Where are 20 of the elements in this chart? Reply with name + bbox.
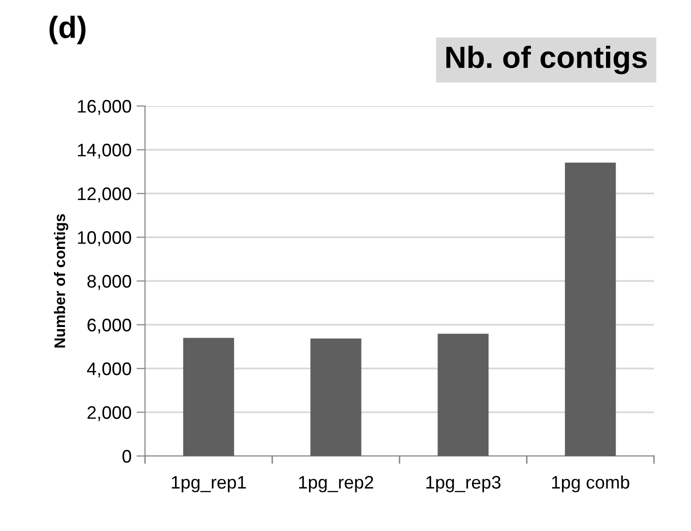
y-tick-label: 0: [122, 450, 132, 463]
y-tick-label: 2,000: [88, 406, 132, 422]
chart-title: Nb. of contigs: [446, 46, 647, 74]
y-tick-label: 12,000: [78, 187, 132, 202]
bar: [438, 334, 489, 456]
x-tick-label: 1pg comb: [552, 475, 630, 492]
x-tick-label: 1pg_rep3: [426, 476, 500, 492]
y-tick-label: 4,000: [87, 362, 132, 378]
text: (d): [50, 16, 86, 44]
x-tick-label: 1pg_rep1: [172, 476, 246, 492]
bar: [183, 338, 234, 456]
bar: [310, 338, 362, 456]
y-tick-label: 14,000: [78, 144, 132, 159]
y-tick-label: 6,000: [88, 318, 132, 334]
y-tick-label: 16,000: [78, 100, 132, 115]
x-tick-label: 1pg_rep2: [299, 476, 374, 492]
y-tick-label: 10,000: [78, 231, 132, 246]
bar: [564, 162, 616, 456]
y-tick-label: 8,000: [87, 274, 132, 290]
y-axis-title: Number of contigs: [54, 214, 68, 348]
